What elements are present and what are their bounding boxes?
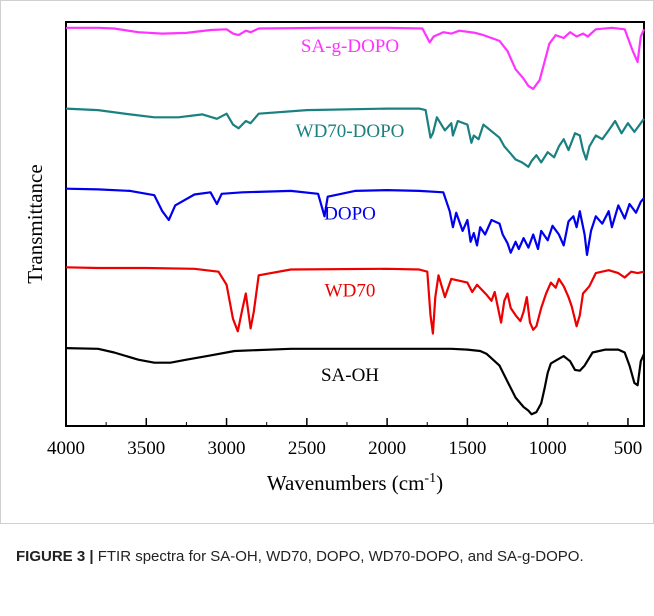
x-tick-label-3500: 3500 (127, 438, 165, 459)
x-tick-label-1000: 1000 (529, 438, 567, 459)
series-line-sa-oh (65, 347, 646, 416)
figure-caption: FIGURE 3 | FTIR spectra for SA-OH, WD70,… (16, 546, 636, 568)
series-line-sa-g-dopo (66, 26, 646, 91)
series-line-wd70-dopo (65, 107, 645, 168)
x-tick-label-1500: 1500 (448, 438, 486, 459)
x-axis-title: Wavenumbers (cm-1) (267, 471, 443, 495)
series-label-wd70-dopo: WD70-DOPO (296, 121, 405, 142)
series-line-wd70 (65, 266, 645, 335)
caption-text: FTIR spectra for SA-OH, WD70, DOPO, WD70… (93, 548, 584, 565)
x-tick-label-3000: 3000 (208, 438, 246, 459)
plot-area-border (65, 21, 645, 427)
x-tick-label-500: 500 (614, 438, 643, 459)
figure-label: FIGURE 3 | (16, 548, 94, 565)
series-line-dopo (65, 187, 645, 256)
x-tick-label-4000: 4000 (47, 438, 85, 459)
series-label-sa-oh: SA-OH (321, 365, 379, 386)
x-tick-label-2500: 2500 (288, 438, 326, 459)
y-axis-title: Transmittance (23, 164, 47, 283)
series-label-wd70: WD70 (325, 280, 376, 301)
ftir-chart: 4000 3500 3000 2500 2000 1500 1000 500 Wavenumbe… (23, 21, 646, 495)
series-label-sa-g-dopo: SA-g-DOPO (301, 36, 399, 57)
x-tick-label-2000: 2000 (368, 438, 406, 459)
series-label-dopo: DOPO (324, 204, 376, 225)
